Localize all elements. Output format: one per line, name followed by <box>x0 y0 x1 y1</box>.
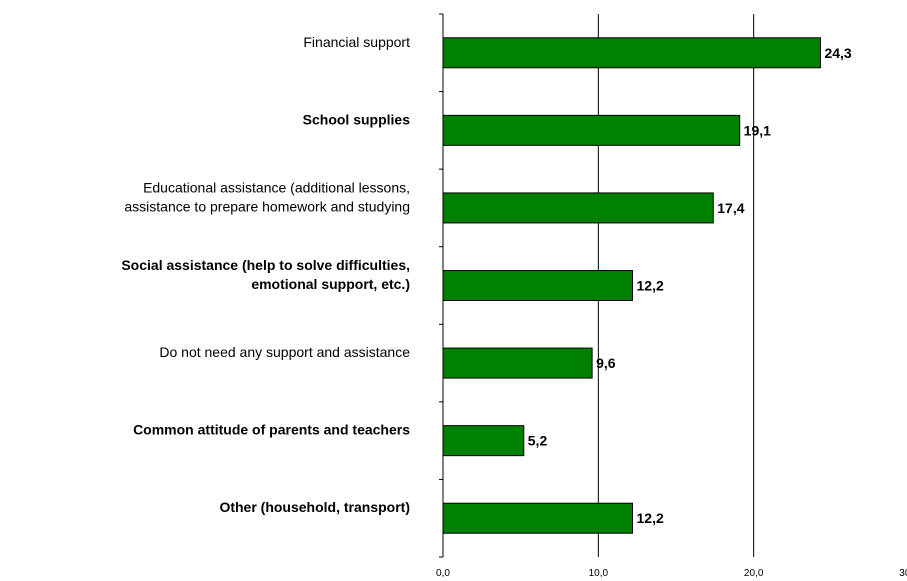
category-label: Educational assistance (additional lesso… <box>143 179 410 195</box>
data-label: 9,6 <box>596 355 616 371</box>
data-label: 12,2 <box>637 278 664 294</box>
category-label: emotional support, etc.) <box>251 276 410 292</box>
bar <box>442 192 714 224</box>
data-label: 24,3 <box>824 45 851 61</box>
category-label: Social assistance (help to solve difficu… <box>121 257 410 273</box>
category-label: Other (household, transport) <box>219 499 410 515</box>
category-labels: Financial support School supplies Educatio… <box>121 34 410 515</box>
x-tick-label: 20,0 <box>744 568 764 579</box>
bar <box>442 114 741 146</box>
y-axis <box>439 13 444 558</box>
bar <box>442 37 821 69</box>
x-tick-label: 0,0 <box>436 568 450 579</box>
data-label: 19,1 <box>744 122 771 138</box>
bar <box>442 502 634 534</box>
category-label: Do not need any support and assistance <box>159 344 410 360</box>
bar <box>442 347 593 379</box>
x-tick-label: 10,0 <box>589 568 609 579</box>
data-label: 12,2 <box>637 510 664 526</box>
x-tick-labels: 0,0 10,0 20,0 30,0 <box>436 568 907 579</box>
data-label: 5,2 <box>528 433 548 449</box>
bar <box>442 270 634 301</box>
bar <box>442 425 525 457</box>
data-labels: 24,3 19,1 17,4 12,2 9,6 5,2 12,2 <box>528 45 852 526</box>
category-label: School supplies <box>303 111 411 127</box>
category-label: Financial support <box>303 34 410 50</box>
data-label: 17,4 <box>717 200 744 216</box>
x-tick-label: 30,0 <box>899 568 907 579</box>
bars <box>442 37 821 534</box>
category-label: Common attitude of parents and teachers <box>133 422 410 438</box>
category-label: assistance to prepare homework and study… <box>124 198 410 214</box>
